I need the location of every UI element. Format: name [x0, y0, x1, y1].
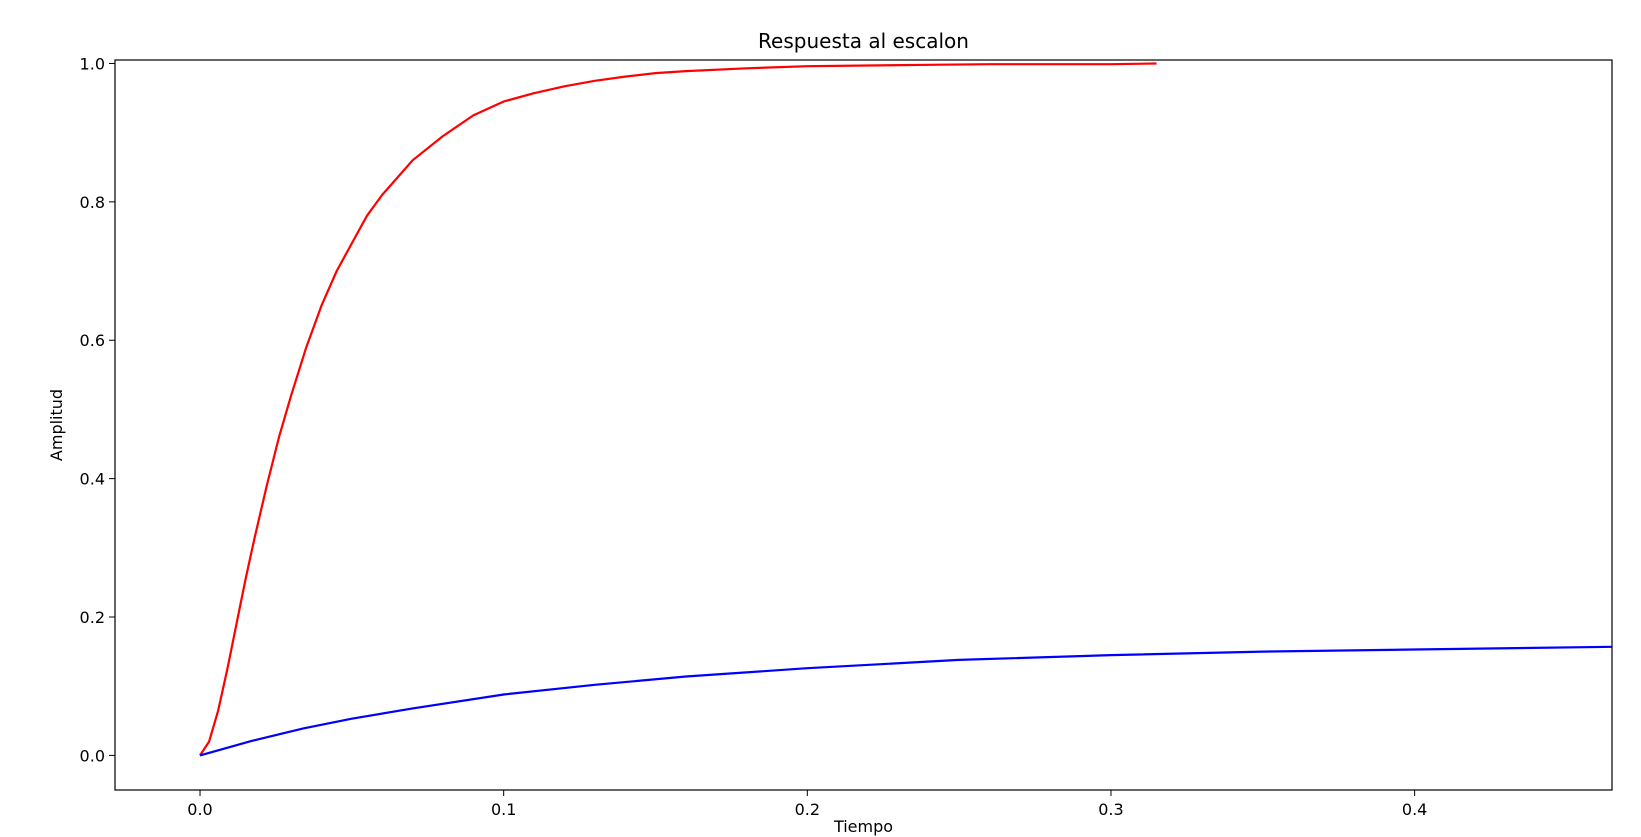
x-tick-label: 0.1 — [491, 800, 516, 819]
x-axis-ticks: 0.0 0.1 0.2 0.3 0.4 — [187, 790, 1427, 819]
x-tick-label: 0.0 — [187, 800, 212, 819]
x-tick-label: 0.2 — [795, 800, 820, 819]
y-tick-label: 0.8 — [80, 193, 105, 212]
y-tick-label: 0.0 — [80, 746, 105, 765]
y-tick-label: 0.6 — [80, 331, 105, 350]
plot-frame — [114, 59, 1613, 791]
y-tick-label: 1.0 — [80, 54, 105, 73]
x-tick-label: 0.4 — [1402, 800, 1427, 819]
series-layer — [199, 62, 1613, 757]
y-tick-label: 0.4 — [80, 470, 105, 489]
series-line-2 — [199, 645, 1613, 757]
x-axis-label: Tiempo — [833, 817, 893, 836]
y-tick-label: 0.2 — [80, 608, 105, 627]
y-axis-ticks: 0.0 0.2 0.4 0.6 0.8 1.0 — [80, 54, 115, 765]
chart-title: Respuesta al escalon — [758, 29, 969, 53]
series-line-1 — [199, 62, 1157, 757]
x-tick-label: 0.3 — [1098, 800, 1123, 819]
y-axis-label: Amplitud — [47, 389, 66, 461]
